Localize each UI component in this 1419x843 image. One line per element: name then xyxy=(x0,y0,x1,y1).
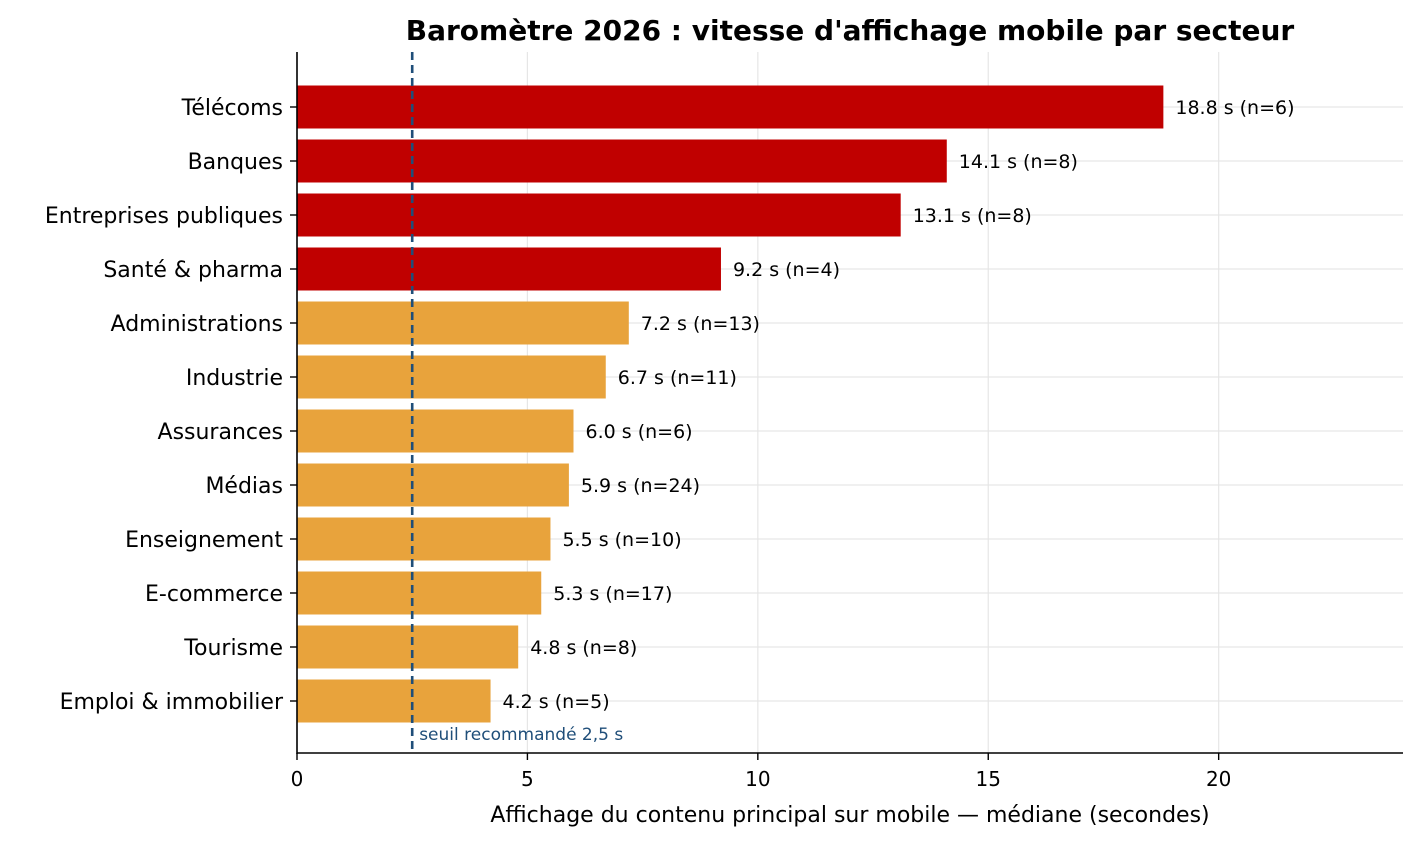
x-tick-label: 5 xyxy=(521,767,534,791)
bar xyxy=(297,517,551,561)
bar xyxy=(297,85,1164,129)
category-label: Tourisme xyxy=(183,636,283,661)
category-label: E-commerce xyxy=(145,582,283,607)
bars xyxy=(297,85,1164,723)
bar xyxy=(297,139,947,183)
data-label: 5.9 s (n=24) xyxy=(581,475,700,497)
data-label: 14.1 s (n=8) xyxy=(959,151,1078,173)
category-label: Assurances xyxy=(158,420,283,445)
category-label: Télécoms xyxy=(181,96,283,121)
category-label: Banques xyxy=(188,150,283,175)
bar xyxy=(297,193,901,237)
data-label: 9.2 s (n=4) xyxy=(733,259,840,281)
x-axis-title: Affichage du contenu principal sur mobil… xyxy=(490,803,1209,828)
category-label: Emploi & immobilier xyxy=(60,690,284,715)
x-tick-label: 20 xyxy=(1206,767,1231,791)
threshold: seuil recommandé 2,5 s xyxy=(410,52,623,753)
bar xyxy=(297,247,721,291)
bar xyxy=(297,355,606,399)
data-label: 5.5 s (n=10) xyxy=(562,529,681,551)
data-label: 4.8 s (n=8) xyxy=(530,637,637,659)
category-label: Entreprises publiques xyxy=(45,204,283,229)
category-label: Santé & pharma xyxy=(103,258,283,283)
x-tick-label: 0 xyxy=(291,767,304,791)
bar xyxy=(297,463,569,507)
labels: Télécoms 18.8 s (n=6) Banques 14.1 s (n=8) E… xyxy=(45,96,1295,715)
category-label: Médias xyxy=(205,474,283,499)
category-label: Industrie xyxy=(186,366,283,391)
threshold-label: seuil recommandé 2,5 s xyxy=(419,725,623,745)
bar xyxy=(297,625,519,669)
axes: 0 5 10 15 20 xyxy=(290,52,1403,791)
bar xyxy=(297,409,574,453)
data-label: 13.1 s (n=8) xyxy=(913,205,1032,227)
x-tick-label: 15 xyxy=(976,767,1001,791)
data-label: 4.2 s (n=5) xyxy=(503,691,610,713)
bar xyxy=(297,571,542,615)
data-label: 6.7 s (n=11) xyxy=(618,367,737,389)
category-label: Enseignement xyxy=(125,528,283,553)
bar xyxy=(297,301,629,345)
data-label: 18.8 s (n=6) xyxy=(1175,97,1294,119)
data-label: 6.0 s (n=6) xyxy=(586,421,693,443)
chart-title: Baromètre 2026 : vitesse d'affichage mob… xyxy=(406,14,1295,47)
bar xyxy=(297,679,491,723)
category-label: Administrations xyxy=(111,312,283,337)
x-tick-label: 10 xyxy=(745,767,770,791)
data-label: 5.3 s (n=17) xyxy=(553,583,672,605)
data-label: 7.2 s (n=13) xyxy=(641,313,760,335)
